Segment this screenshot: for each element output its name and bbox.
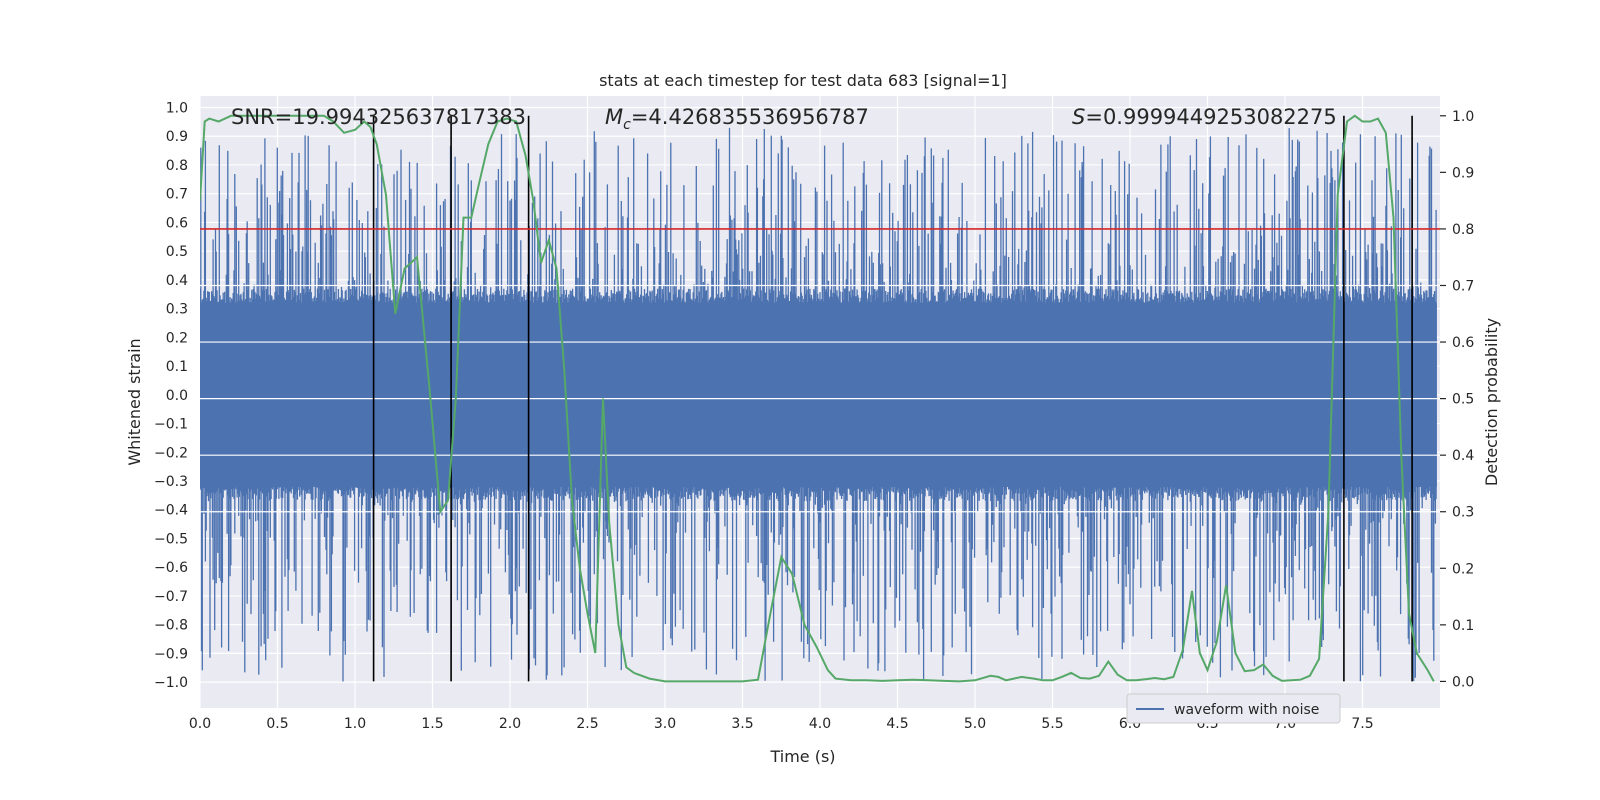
y-tick-label: 0.0 (166, 388, 188, 404)
mc-annotation: Mc=4.426835536956787 (605, 105, 869, 133)
s-symbol: S (1072, 105, 1085, 129)
s-annotation: S=0.9999449253082275 (1072, 105, 1337, 129)
y-axis-right: 1.0 0.9 0.8 0.7 0.6 0.5 0.4 0.3 0.2 0.1 0.0 (1440, 109, 1474, 690)
y-tick-label: −0.7 (154, 589, 188, 605)
y-tick-label: −0.4 (154, 503, 188, 519)
x-tick-label: 2.5 (576, 716, 598, 732)
s-value: =0.9999449253082275 (1085, 105, 1336, 129)
y2-tick-label: 0.6 (1452, 335, 1474, 351)
y2-tick-label: 0.5 (1452, 392, 1474, 408)
y2-tick-label: 0.3 (1452, 505, 1474, 521)
y-tick-label: 0.4 (166, 273, 188, 289)
snr-annotation: SNR=19.994325637817383 (231, 105, 526, 129)
x-tick-label: 5.5 (1041, 716, 1063, 732)
event-lines (372, 115, 1413, 682)
x-tick-label: 4.0 (809, 716, 831, 732)
y2-tick-label: 0.2 (1452, 561, 1474, 577)
x-tick-label: 0.5 (266, 716, 288, 732)
y2-tick-label: 0.9 (1452, 165, 1474, 181)
y2-tick-label: 0.4 (1452, 448, 1474, 464)
y2-tick-label: 0.1 (1452, 618, 1474, 634)
y2-axis-label: Detection probability (1482, 318, 1501, 486)
y-tick-label: 0.8 (166, 158, 188, 174)
mc-value: =4.426835536956787 (631, 105, 869, 129)
y-axis-label: Whitened strain (125, 338, 144, 465)
y-tick-label: −0.2 (154, 445, 188, 461)
y-tick-label: −0.3 (154, 474, 188, 490)
y-tick-label: 0.3 (166, 302, 188, 318)
y-axis-left: 1.0 0.9 0.8 0.7 0.6 0.5 0.4 0.3 0.2 0.1 0.0 −0.1 −0.… (154, 100, 188, 691)
x-tick-label: 7.5 (1351, 716, 1373, 732)
x-tick-label: 4.5 (886, 716, 908, 732)
y-tick-label: 0.6 (166, 215, 188, 231)
legend: waveform with noise (1126, 693, 1341, 724)
legend-entry: waveform with noise (1174, 702, 1319, 718)
y2-tick-label: 0.8 (1452, 222, 1474, 238)
x-tick-label: 3.0 (654, 716, 676, 732)
x-tick-label: 0.0 (189, 716, 211, 732)
y-tick-label: −0.8 (154, 618, 188, 634)
y-tick-label: −0.1 (154, 417, 188, 433)
y-tick-label: 0.7 (166, 187, 188, 203)
y-tick-label: −0.6 (154, 560, 188, 576)
waveform-core (200, 302, 1437, 487)
waveform-series (200, 127, 1440, 682)
x-tick-label: 2.0 (499, 716, 521, 732)
x-axis: 0.0 0.5 1.0 1.5 2.0 2.5 3.0 3.5 4.0 4.5 5.0 5.5 6.0 6… (189, 716, 1374, 732)
y-tick-label: 1.0 (166, 100, 188, 116)
legend-box (1126, 693, 1341, 724)
x-tick-label: 1.5 (421, 716, 443, 732)
y-tick-label: 0.5 (166, 244, 188, 260)
x-tick-label: 1.0 (344, 716, 366, 732)
y-tick-label: −0.5 (154, 531, 188, 547)
y2-tick-label: 0.0 (1452, 674, 1474, 690)
x-tick-label: 3.5 (731, 716, 753, 732)
y-tick-label: 0.1 (166, 359, 188, 375)
mc-subscript: c (623, 117, 631, 133)
x-axis-label: Time (s) (769, 747, 835, 766)
y-tick-label: −1.0 (154, 675, 188, 691)
y2-tick-label: 1.0 (1452, 109, 1474, 125)
probability-series (200, 114, 1435, 683)
mc-symbol: M (605, 105, 623, 129)
y-tick-label: 0.9 (166, 129, 188, 145)
x-tick-label: 5.0 (964, 716, 986, 732)
chart-title: stats at each timestep for test data 683… (599, 71, 1007, 90)
y-tick-label: 0.2 (166, 330, 188, 346)
y-tick-label: −0.9 (154, 646, 188, 662)
y2-tick-label: 0.7 (1452, 278, 1474, 294)
probability-line (200, 114, 1435, 683)
